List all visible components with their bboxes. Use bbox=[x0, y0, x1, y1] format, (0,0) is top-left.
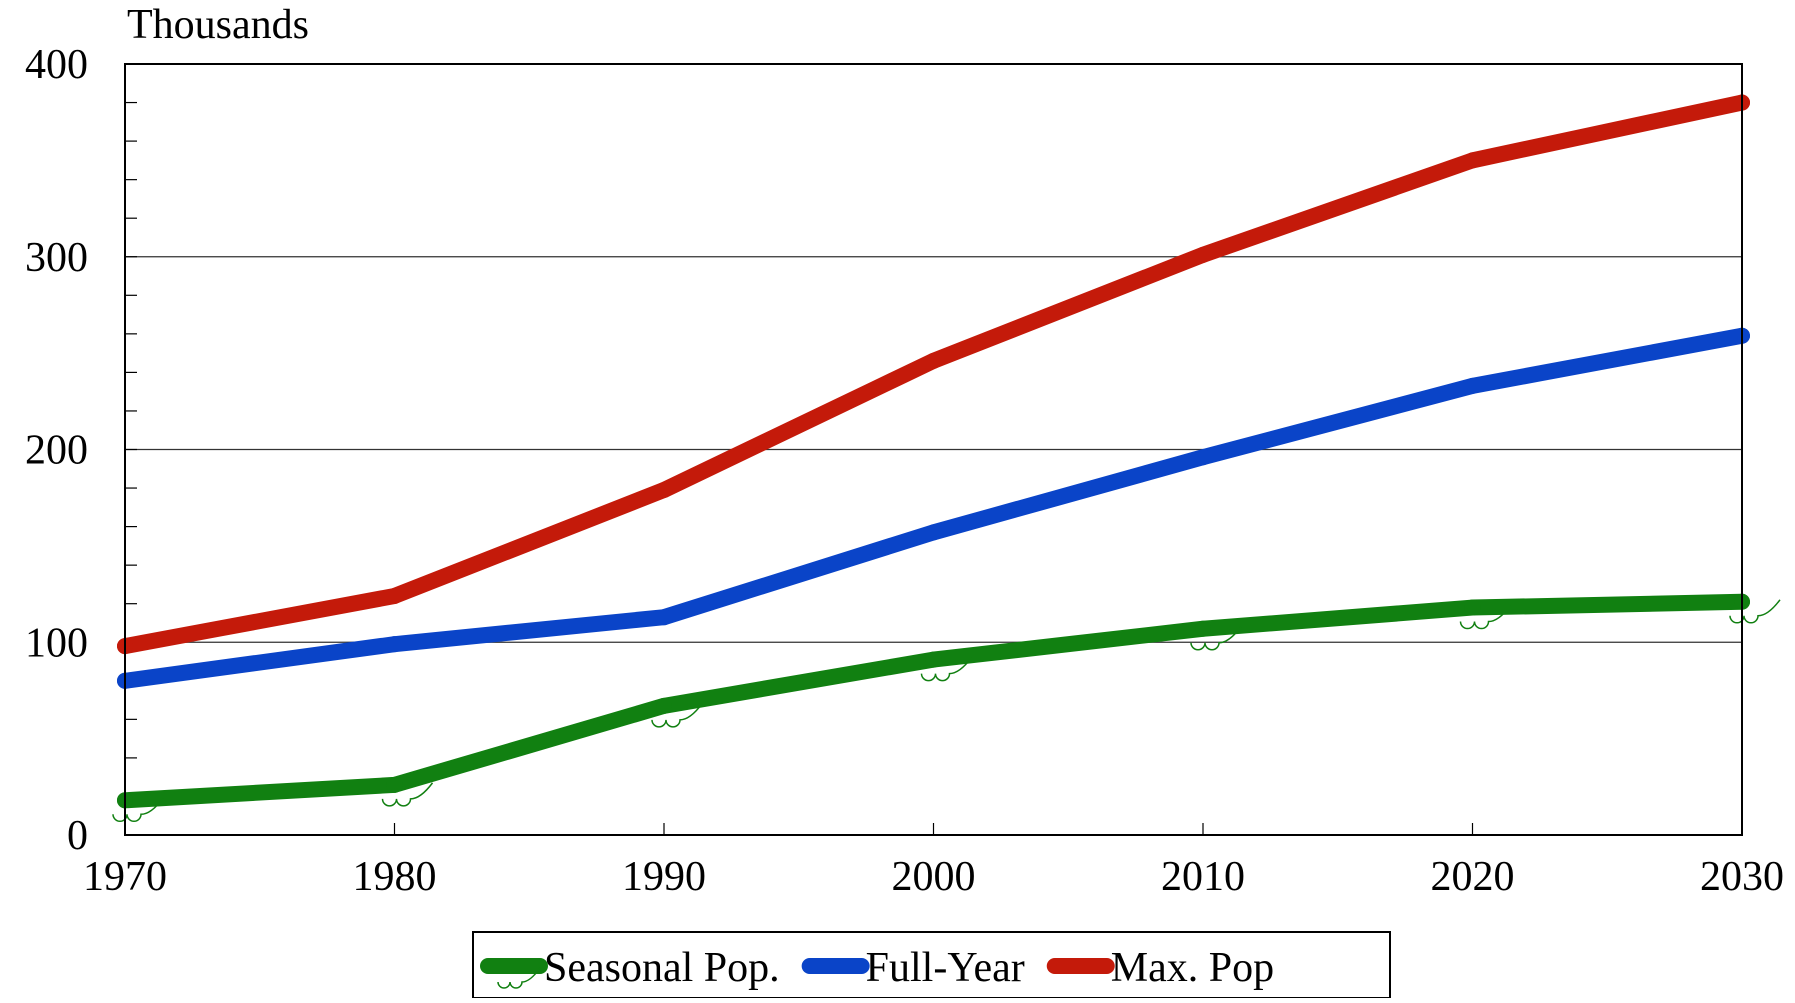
x-tick-label: 1980 bbox=[353, 854, 437, 900]
data-point-max-pop bbox=[386, 587, 403, 604]
plot-frame bbox=[124, 63, 1743, 836]
data-point-seasonal-pop bbox=[1464, 599, 1481, 616]
data-point-full-year bbox=[386, 636, 403, 653]
data-point-seasonal-pop bbox=[925, 651, 942, 668]
data-point-seasonal-pop bbox=[656, 697, 672, 714]
point-marker bbox=[920, 657, 973, 682]
series-line-seasonal-pop bbox=[117, 593, 1750, 809]
y-tick-label: 400 bbox=[25, 42, 88, 88]
x-tick-label: 2030 bbox=[1700, 854, 1784, 900]
data-point-full-year bbox=[925, 524, 942, 541]
x-tick-label: 1970 bbox=[83, 854, 167, 900]
point-marker bbox=[1459, 605, 1512, 630]
data-point-seasonal-pop bbox=[1195, 620, 1211, 637]
x-axis: 1970 1980 1990 2000 2010 2020 2030 bbox=[83, 854, 1784, 900]
point-marker bbox=[1729, 599, 1781, 624]
data-point-full-year bbox=[1195, 449, 1211, 466]
point-marker bbox=[651, 703, 703, 728]
series-lines bbox=[112, 94, 1781, 823]
data-point-max-pop bbox=[656, 481, 672, 498]
data-point-seasonal-pop bbox=[386, 776, 403, 793]
legend-items: Seasonal Pop. Full-Year Max. Pop bbox=[480, 945, 1274, 991]
series-line-full-year bbox=[117, 327, 1750, 689]
y-tick-label: 300 bbox=[25, 235, 88, 281]
y-tick-label: 100 bbox=[25, 620, 88, 666]
x-tick-label: 2010 bbox=[1161, 854, 1245, 900]
point-marker bbox=[381, 782, 434, 807]
gridlines bbox=[125, 256, 1742, 643]
x-tick-label: 2000 bbox=[892, 854, 976, 900]
legend-label: Max. Pop bbox=[1111, 945, 1274, 991]
legend-label: Seasonal Pop. bbox=[544, 945, 780, 991]
x-tick-label: 1990 bbox=[622, 854, 706, 900]
data-point-max-pop bbox=[925, 352, 942, 369]
point-marker bbox=[112, 797, 164, 823]
data-point-full-year bbox=[1464, 377, 1481, 394]
legend-marker bbox=[497, 967, 541, 989]
data-point-max-pop bbox=[1195, 246, 1211, 263]
y-tick-label: 200 bbox=[25, 428, 88, 474]
y-tick-label: 0 bbox=[67, 813, 88, 859]
data-point-max-pop bbox=[1464, 152, 1481, 169]
data-point-full-year bbox=[656, 609, 672, 626]
legend-box bbox=[472, 931, 1391, 999]
y-axis: 0 100 200 300 400 bbox=[25, 42, 88, 859]
x-tick-label: 2020 bbox=[1431, 854, 1515, 900]
point-marker bbox=[1190, 626, 1242, 651]
y-axis-label: Thousands bbox=[127, 2, 309, 48]
legend: Seasonal Pop. Full-Year Max. Pop bbox=[472, 931, 1391, 999]
legend-label: Full-Year bbox=[866, 945, 1025, 991]
